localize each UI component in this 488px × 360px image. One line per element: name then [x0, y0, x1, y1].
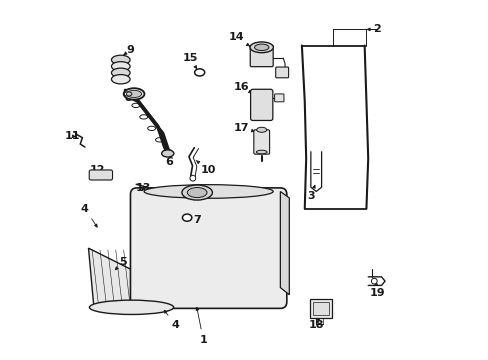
- Ellipse shape: [182, 185, 212, 200]
- Polygon shape: [280, 192, 289, 295]
- Ellipse shape: [89, 300, 173, 315]
- FancyBboxPatch shape: [130, 188, 286, 309]
- Ellipse shape: [249, 42, 273, 53]
- Text: 6: 6: [164, 148, 173, 167]
- Text: 4: 4: [164, 310, 179, 330]
- Text: 17: 17: [233, 123, 254, 133]
- Text: 5: 5: [115, 257, 126, 270]
- FancyBboxPatch shape: [250, 89, 272, 121]
- Ellipse shape: [111, 55, 130, 64]
- Text: 3: 3: [306, 185, 315, 201]
- Ellipse shape: [162, 150, 174, 157]
- Text: 4: 4: [81, 204, 97, 227]
- Text: 13: 13: [135, 183, 151, 193]
- Ellipse shape: [144, 185, 273, 198]
- Text: 11: 11: [64, 131, 80, 141]
- Text: 10: 10: [196, 161, 215, 175]
- Text: 15: 15: [182, 53, 197, 69]
- Ellipse shape: [187, 188, 206, 198]
- Ellipse shape: [111, 68, 130, 77]
- Ellipse shape: [126, 90, 142, 98]
- FancyBboxPatch shape: [89, 170, 112, 180]
- Text: 2: 2: [366, 24, 380, 35]
- Ellipse shape: [123, 88, 144, 100]
- Text: 8: 8: [124, 93, 132, 103]
- Ellipse shape: [111, 62, 130, 71]
- Polygon shape: [88, 248, 172, 307]
- Circle shape: [190, 175, 195, 181]
- Ellipse shape: [194, 69, 204, 76]
- Ellipse shape: [111, 75, 130, 84]
- FancyBboxPatch shape: [274, 94, 284, 102]
- Ellipse shape: [254, 44, 268, 50]
- Text: 12: 12: [89, 165, 105, 175]
- Ellipse shape: [256, 127, 266, 132]
- Text: 19: 19: [368, 282, 384, 298]
- FancyBboxPatch shape: [309, 299, 332, 318]
- Text: 18: 18: [308, 318, 324, 330]
- Text: 1: 1: [196, 307, 207, 345]
- Ellipse shape: [182, 214, 191, 221]
- Text: 16: 16: [233, 82, 252, 93]
- Ellipse shape: [256, 150, 266, 154]
- Text: 9: 9: [123, 45, 134, 55]
- FancyBboxPatch shape: [253, 130, 269, 154]
- FancyBboxPatch shape: [312, 302, 329, 315]
- Circle shape: [371, 278, 376, 284]
- Text: 7: 7: [187, 215, 201, 225]
- FancyBboxPatch shape: [275, 67, 288, 78]
- FancyBboxPatch shape: [250, 45, 273, 67]
- Text: 14: 14: [228, 32, 249, 46]
